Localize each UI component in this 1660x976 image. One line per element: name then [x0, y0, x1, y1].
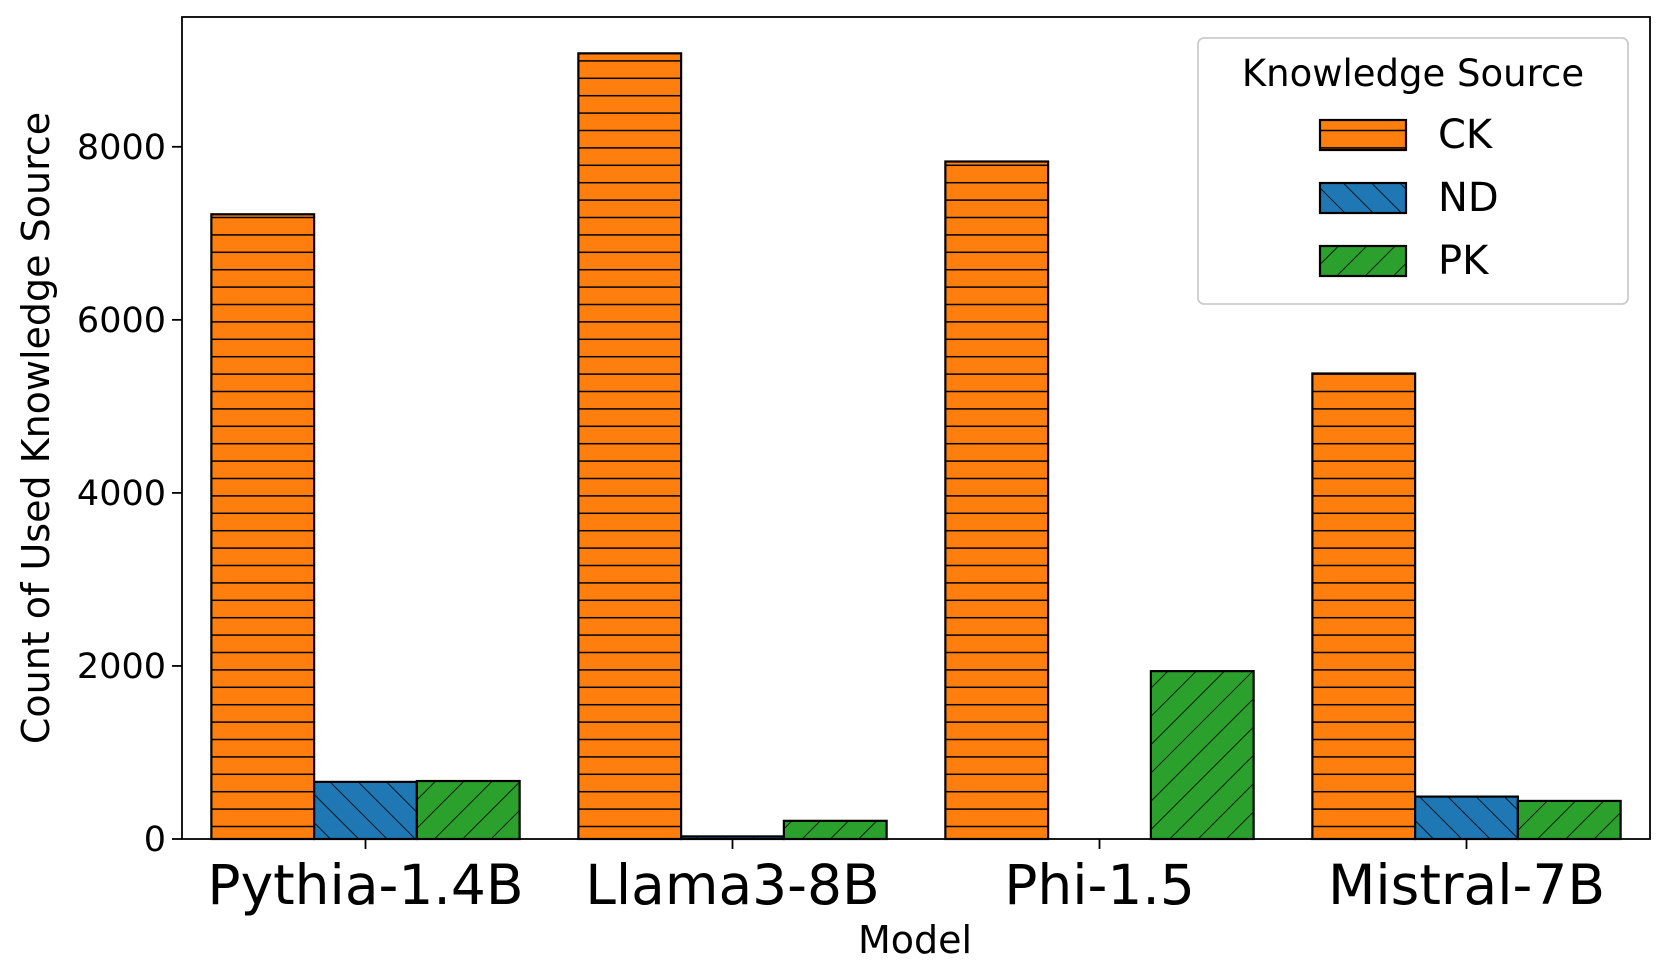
legend-label-ck: CK: [1438, 112, 1494, 158]
x-tick-label: Llama3-8B: [585, 853, 879, 917]
legend-label-nd: ND: [1438, 175, 1499, 221]
legend-box: [1197, 37, 1629, 305]
bar-hatch-ck-phi-1-5: [944, 160, 1050, 841]
x-tick-label: Pythia-1.4B: [207, 853, 523, 917]
axes-group: 0 2000 4000 6000 8000 Pythia-1.4B Llama3-8B Phi…: [77, 16, 1651, 917]
y-axis-label: Count of Used Knowledge Source: [14, 112, 58, 744]
bar-hatch-pk-phi-1-5: [1149, 670, 1255, 841]
legend-label-pk: PK: [1438, 238, 1490, 284]
x-axis-label: Model: [858, 918, 972, 962]
bars-group: [210, 52, 1622, 841]
legend-swatch-hatch-ck: [1318, 118, 1408, 152]
x-tick-label: Phi-1.5: [1004, 853, 1195, 917]
x-tick-label: Mistral-7B: [1328, 853, 1605, 917]
y-tick-label: 0: [144, 820, 166, 860]
y-tick-label: 8000: [77, 128, 166, 168]
bar-hatch-pk-mistral-7b: [1516, 799, 1622, 841]
bar-hatch-ck-mistral-7b: [1311, 372, 1417, 841]
bar-hatch-ck-llama3-8b: [577, 52, 683, 841]
y-tick-label: 6000: [77, 301, 166, 341]
bar-hatch-nd-pythia-1-4b: [313, 780, 418, 841]
legend-swatch-hatch-nd: [1318, 181, 1408, 215]
bar-hatch-pk-pythia-1-4b: [415, 779, 521, 841]
legend-swatch-hatch-pk: [1318, 244, 1408, 278]
legend-title: Knowledge Source: [1242, 52, 1584, 95]
bar-hatch-pk-llama3-8b: [782, 819, 888, 841]
legend: Knowledge Source CK ND PK: [1197, 37, 1629, 305]
plot-frame: [181, 16, 1651, 840]
y-tick-label: 2000: [77, 647, 166, 687]
y-tick-label: 4000: [77, 474, 166, 514]
bar-hatch-ck-pythia-1-4b: [210, 213, 316, 841]
bar-hatch-nd-mistral-7b: [1414, 795, 1519, 841]
